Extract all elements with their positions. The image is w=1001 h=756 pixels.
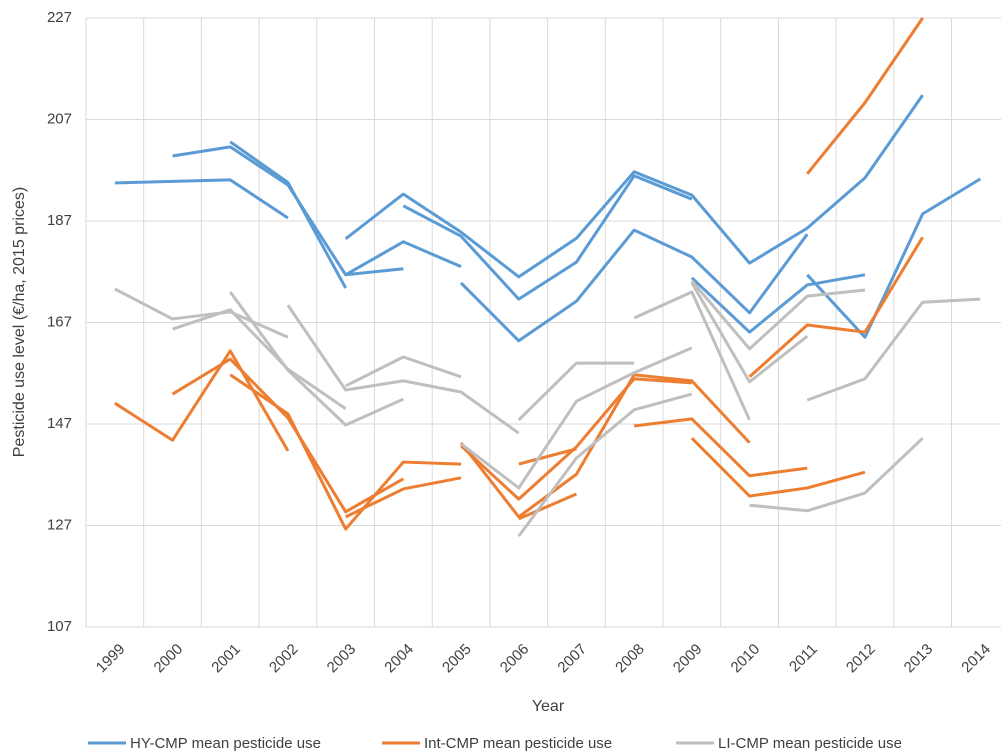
series-line xyxy=(344,94,924,279)
series-line xyxy=(229,140,347,289)
series-line xyxy=(748,236,924,378)
x-tick-label: 2000 xyxy=(151,641,187,677)
x-tick-label: 2002 xyxy=(266,641,302,677)
series-line xyxy=(172,308,347,411)
series-line xyxy=(690,273,866,334)
y-tick-label: 107 xyxy=(47,618,72,635)
series-line xyxy=(114,178,289,220)
x-tick-label: 2013 xyxy=(901,641,937,677)
x-tick-label: 2005 xyxy=(439,641,475,677)
series-line xyxy=(344,240,462,277)
x-tick-label: 2008 xyxy=(612,641,648,677)
x-tick-label: 2004 xyxy=(381,641,417,677)
series-line xyxy=(114,349,290,452)
series-line xyxy=(517,392,693,538)
series-line xyxy=(229,291,404,427)
series-line xyxy=(171,357,405,514)
y-tick-label: 167 xyxy=(47,313,72,330)
y-tick-label: 187 xyxy=(47,212,72,229)
series-line xyxy=(460,346,693,490)
legend-label: Int-CMP mean pesticide use xyxy=(424,735,612,752)
series-line xyxy=(690,437,866,498)
series-line xyxy=(172,145,404,277)
series-line xyxy=(518,492,578,521)
x-tick-label: 2007 xyxy=(554,641,590,677)
series-line xyxy=(344,355,462,388)
series-line xyxy=(806,297,981,402)
y-tick-label: 207 xyxy=(47,110,72,127)
series-line xyxy=(517,361,635,422)
x-tick-label: 2003 xyxy=(324,641,360,677)
series-line xyxy=(459,228,809,343)
x-tick-label: 2006 xyxy=(497,641,533,677)
series-line xyxy=(690,282,809,384)
series-line xyxy=(402,174,693,301)
x-tick-label: 1999 xyxy=(93,641,129,677)
y-axis-label: Pesticide use level (€/ha, 2015 prices) xyxy=(11,187,28,457)
series-line xyxy=(633,417,808,478)
series-line xyxy=(286,304,520,435)
series-line xyxy=(459,373,751,519)
series-line xyxy=(690,279,866,351)
plot-area xyxy=(114,17,982,538)
x-tick-label: 2012 xyxy=(843,641,879,677)
y-tick-label: 127 xyxy=(47,516,72,533)
x-tick-label: 2001 xyxy=(208,641,244,677)
y-tick-label: 227 xyxy=(47,9,72,26)
x-tick-label: 2011 xyxy=(786,641,821,676)
x-tick-label: 2014 xyxy=(958,641,994,677)
series-line xyxy=(806,17,924,175)
y-tick-label: 147 xyxy=(47,415,72,432)
series-line xyxy=(749,437,924,513)
series-line xyxy=(518,447,577,466)
x-axis-label: Year xyxy=(532,698,565,715)
x-tick-label: 2009 xyxy=(670,641,706,677)
legend-label: HY-CMP mean pesticide use xyxy=(130,735,321,752)
legend-label: LI-CMP mean pesticide use xyxy=(718,735,902,752)
series-line xyxy=(460,377,692,501)
x-tick-label: 2010 xyxy=(728,641,764,677)
series-line xyxy=(633,290,751,421)
series-line xyxy=(229,373,462,531)
series-line xyxy=(344,476,462,519)
series-line xyxy=(114,287,289,339)
series-line xyxy=(806,177,982,339)
